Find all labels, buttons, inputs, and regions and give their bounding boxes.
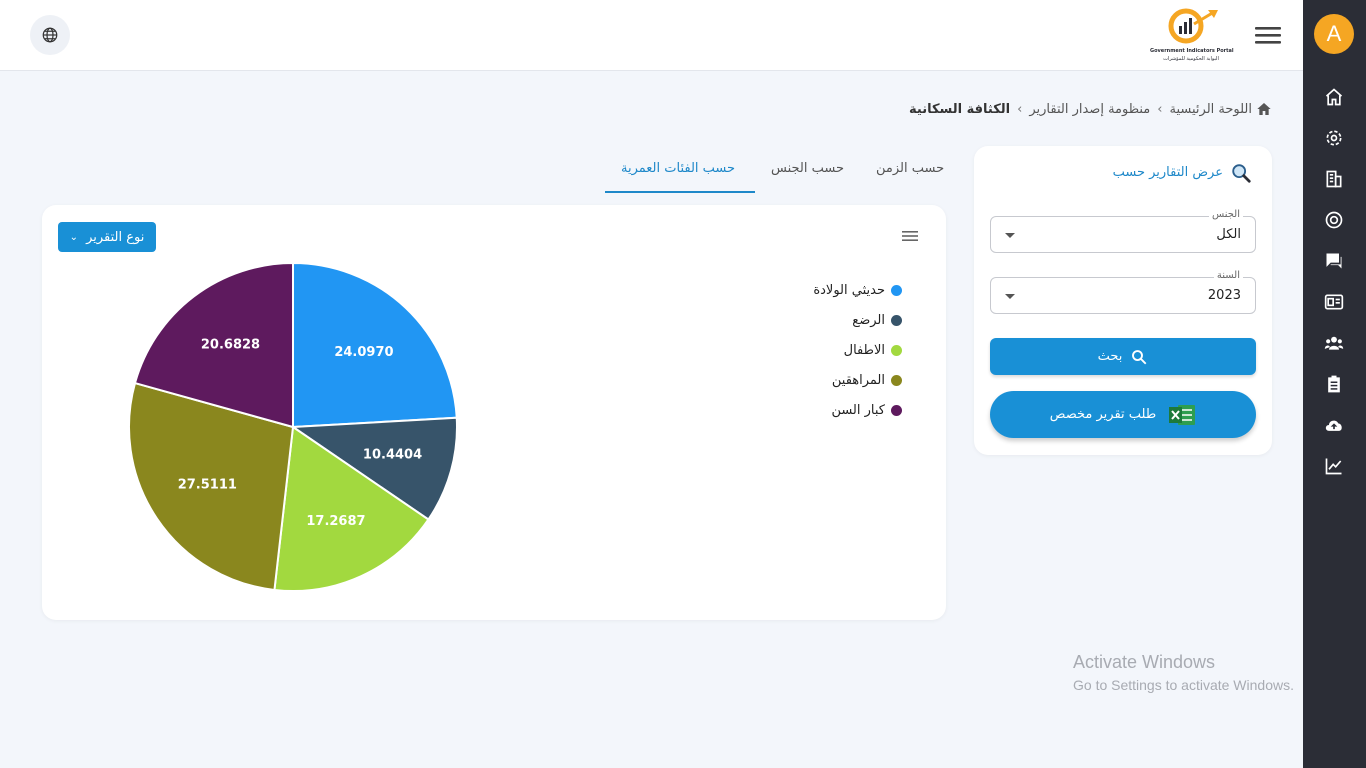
legend-dot — [891, 345, 902, 356]
pie-data-label: 10.4404 — [363, 448, 422, 463]
breadcrumb: اللوحة الرئيسية › منظومة إصدار التقارير … — [909, 101, 1272, 117]
logo-mark-icon — [1168, 8, 1218, 44]
filter-panel: عرض التقارير حسب الجنس الكل السنة 2023 ب… — [974, 146, 1272, 455]
report-type-label: نوع التقرير — [86, 229, 145, 245]
breadcrumb-current: الكثافة السكانية — [909, 101, 1011, 117]
caret-down-icon — [1005, 294, 1015, 299]
id-card-icon[interactable] — [1324, 292, 1344, 312]
pie-data-label: 24.0970 — [334, 345, 393, 360]
hamburger-icon — [1255, 27, 1281, 44]
home-icon[interactable] — [1256, 101, 1272, 117]
pie-slice[interactable] — [128, 381, 295, 592]
legend-item[interactable]: كبار السن — [831, 403, 902, 418]
legend-label: حديثي الولادة — [813, 283, 885, 298]
legend-label: الاطفال — [843, 343, 885, 358]
legend-dot — [891, 375, 902, 386]
year-select[interactable]: السنة 2023 — [990, 270, 1256, 314]
target-icon[interactable] — [1324, 210, 1344, 230]
portal-logo[interactable]: Government Indicators Portal البوابة الح… — [1150, 6, 1234, 66]
sidebar: A — [1303, 0, 1366, 768]
windows-activation-subtitle: Go to Settings to activate Windows. — [1073, 677, 1294, 693]
legend-item[interactable]: الرضع — [852, 313, 902, 328]
pie-slice[interactable] — [133, 261, 294, 429]
request-button-label: طلب تقرير مخصص — [1049, 407, 1157, 422]
search-icon — [1232, 164, 1251, 183]
menu-toggle-button[interactable] — [1254, 24, 1282, 46]
top-header: Government Indicators Portal البوابة الح… — [0, 0, 1303, 71]
chevron-down-icon: ⌄ — [69, 231, 79, 243]
tab-by-gender[interactable]: حسب الجنس — [771, 161, 844, 176]
active-tab-indicator — [605, 191, 755, 193]
chart-line-icon[interactable] — [1324, 456, 1344, 476]
report-type-dropdown[interactable]: نوع التقرير ⌄ — [58, 222, 156, 252]
year-label: السنة — [1213, 270, 1243, 281]
pie-chart: 24.0970 10.4404 17.2687 27.5111 20.6828 — [128, 261, 458, 592]
legend-item[interactable]: الاطفال — [844, 343, 902, 358]
tab-by-age-groups[interactable]: حسب الفئات العمرية — [621, 161, 736, 176]
legend-item[interactable]: حديثي الولادة — [813, 283, 902, 298]
search-icon — [1132, 349, 1147, 364]
pie-slice[interactable] — [273, 425, 430, 592]
search-button-label: بحث — [1097, 349, 1123, 364]
tab-by-time[interactable]: حسب الزمن — [876, 161, 945, 176]
chart-menu-icon[interactable] — [902, 230, 918, 242]
request-custom-report-button[interactable]: طلب تقرير مخصص — [990, 391, 1256, 438]
pie-data-label: 27.5111 — [178, 478, 237, 493]
legend-label: كبار السن — [831, 403, 885, 418]
pie-data-label: 20.6828 — [201, 338, 260, 353]
logo-text-ar: البوابة الحكومية للمؤشرات — [1163, 56, 1219, 62]
excel-icon — [1169, 404, 1196, 425]
legend-item[interactable]: المراهقين — [832, 373, 902, 388]
legend-dot — [891, 285, 902, 296]
pie-slice[interactable] — [290, 416, 458, 521]
year-value: 2023 — [1207, 288, 1241, 303]
logo-text-en: Government Indicators Portal — [1150, 48, 1234, 54]
pie-slice[interactable] — [292, 261, 458, 429]
filter-title: عرض التقارير حسب — [1112, 165, 1223, 180]
settings-icon[interactable] — [1324, 128, 1344, 148]
buildings-icon[interactable] — [1324, 169, 1344, 189]
legend-label: المراهقين — [831, 373, 885, 388]
cloud-upload-icon[interactable] — [1324, 415, 1344, 435]
gender-select[interactable]: الجنس الكل — [990, 209, 1256, 253]
breadcrumb-separator: › — [1157, 101, 1163, 117]
globe-icon — [42, 27, 58, 43]
breadcrumb-section[interactable]: منظومة إصدار التقارير — [1029, 101, 1151, 117]
home-icon[interactable] — [1324, 87, 1344, 107]
legend-dot — [891, 405, 902, 416]
caret-down-icon — [1005, 233, 1015, 238]
breadcrumb-home[interactable]: اللوحة الرئيسية — [1169, 101, 1252, 117]
chat-icon[interactable] — [1324, 251, 1344, 271]
language-button[interactable] — [30, 15, 70, 55]
users-icon[interactable] — [1324, 333, 1344, 353]
pie-data-label: 17.2687 — [306, 514, 365, 529]
legend-dot — [891, 315, 902, 326]
legend-label: الرضع — [852, 313, 885, 328]
gender-label: الجنس — [1208, 209, 1243, 220]
gender-value: الكل — [1216, 227, 1241, 242]
windows-activation-title: Activate Windows — [1073, 652, 1216, 672]
breadcrumb-separator: › — [1017, 101, 1023, 117]
chart-card: 24.0970 10.4404 17.2687 27.5111 20.6828 نوع … — [42, 205, 946, 620]
search-button[interactable]: بحث — [990, 338, 1256, 375]
avatar[interactable]: A — [1314, 14, 1354, 54]
clipboard-icon[interactable] — [1324, 374, 1344, 394]
